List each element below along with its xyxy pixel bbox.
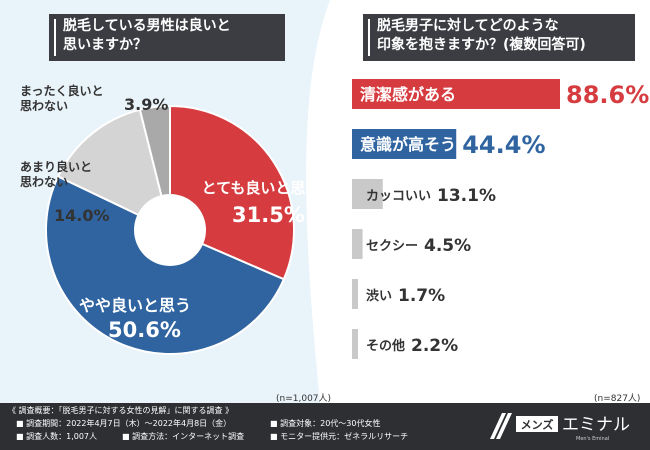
bar-1: [352, 129, 457, 159]
pie-value-amari: 14.0%: [54, 206, 110, 225]
bar-chart: 清潔感がある 88.6% 意識が高そう 44.4% カッコいい 13.1% セクシー 4.5%…: [352, 79, 649, 359]
bar-category-label-5: その他: [366, 338, 405, 354]
question-2-accent-bar: [368, 19, 370, 56]
question-2-box: 脱毛男子に対してどのような 印象を抱きますか？(複数回答可): [363, 14, 635, 61]
bar-category-label-2: カッコいい: [366, 189, 431, 204]
bar-value-label-5: 2.2%: [411, 336, 458, 356]
footer-survey-summary: 《 調査概要：「脱毛男子に対する女性の見解」に関する調査 》: [8, 406, 234, 415]
pie-slice-amari: [56, 108, 172, 232]
pie-value-mattaku: 3.9%: [124, 95, 169, 114]
pie-label-amari: あまり良いと 思わない: [20, 160, 93, 189]
bar-category-label-3: セクシー: [366, 239, 418, 254]
bar-category-label-4: 渋い: [366, 288, 392, 304]
bar-2: [352, 179, 383, 209]
svg-text:エミナル: エミナル: [562, 415, 630, 435]
footer-survey-method: ■ 調査方法：インターネット調査: [122, 432, 245, 441]
pie-label-yaya: やや良いと思う: [78, 296, 191, 315]
footer-survey-target: ■ 調査対象：20代〜30代女性: [270, 419, 381, 428]
question-1-box: 脱毛している男性は良いと 思いますか？: [49, 14, 285, 61]
svg-text:メンズ: メンズ: [521, 418, 554, 432]
mens-eminal-logo: メンズ エミナル Men's Eminal: [490, 413, 630, 442]
svg-text:Men's Eminal: Men's Eminal: [576, 436, 609, 442]
bar-value-label-2: 13.1%: [437, 186, 496, 206]
bar-sample-size: (n=827人): [594, 394, 641, 404]
bar-value-label-0: 88.6%: [566, 81, 649, 109]
bar-category-label-0: 清潔感がある: [360, 85, 456, 104]
survey-footer: 《 調査概要：「脱毛男子に対する女性の見解」に関する調査 》 ■ 調査期間：20…: [0, 403, 650, 450]
footer-monitor-provider: ■ モニター提供元：ゼネラルリサーチ: [270, 432, 409, 441]
bar-0: [352, 79, 560, 109]
pie-sample-size: (n=1,007人): [276, 394, 332, 404]
bar-value-label-1: 44.4%: [462, 131, 545, 159]
pie-chart: [45, 104, 295, 355]
pie-label-totemo: とても良いと思う: [201, 179, 321, 197]
footer-respondents: ■ 調査人数：1,007人: [16, 432, 98, 441]
bar-3: [352, 229, 363, 259]
pie-label-mattaku: まったく良いと 思わない: [20, 84, 104, 113]
bar-5: [352, 329, 358, 359]
bar-value-label-4: 1.7%: [398, 286, 445, 306]
footer-survey-period: ■ 調査期間：2022年4月7日（木）〜2022年4月8日（金）: [16, 419, 232, 428]
bar-value-label-3: 4.5%: [424, 236, 471, 256]
pie-center-hole: [134, 194, 206, 266]
question-1-text: 脱毛している男性は良いと 思いますか？: [63, 18, 231, 53]
pie-value-totemo: 31.5%: [232, 203, 305, 227]
bar-4: [352, 279, 358, 309]
question-2-text: 脱毛男子に対してどのような 印象を抱きますか？(複数回答可): [377, 18, 586, 53]
question-1-accent-bar: [54, 19, 56, 56]
pie-value-yaya: 50.6%: [108, 318, 181, 342]
bar-category-label-1: 意識が高そう: [360, 135, 456, 154]
